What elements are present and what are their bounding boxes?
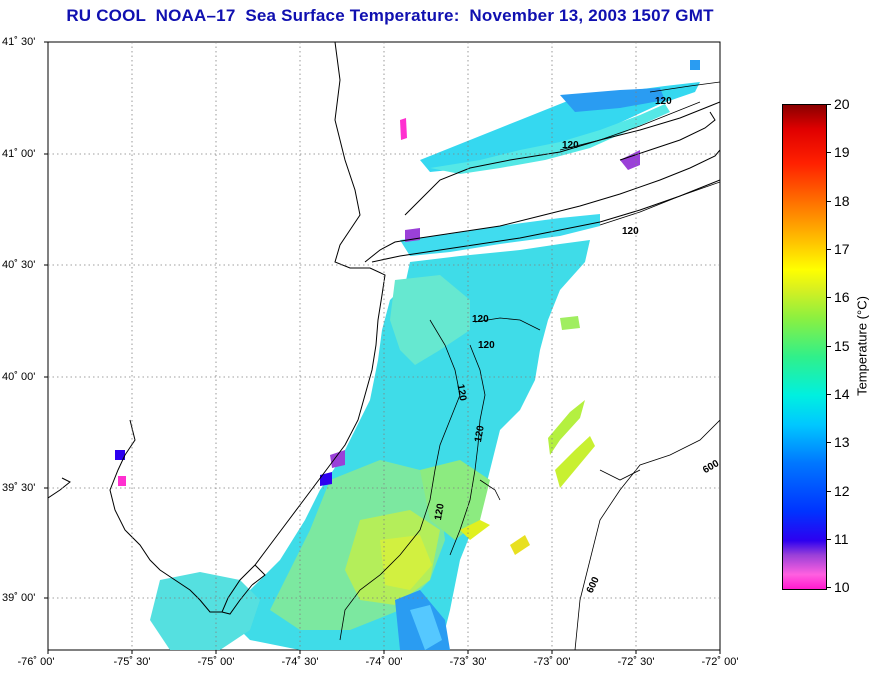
colorbar-tickmark bbox=[826, 394, 831, 395]
lon-label: -72˚ 30' bbox=[617, 656, 655, 668]
lat-label: 39˚ 30' bbox=[2, 482, 36, 494]
colorbar-tickmark bbox=[826, 442, 831, 443]
contour-label: 120 bbox=[655, 96, 672, 107]
temperature-colorbar bbox=[782, 104, 827, 590]
colorbar-tickmark bbox=[826, 346, 831, 347]
lat-label: 39˚ 00' bbox=[2, 592, 36, 604]
contour-label: 120 bbox=[622, 226, 639, 237]
colorbar-tick: 12 bbox=[834, 483, 850, 499]
lon-label: -75˚ 30' bbox=[113, 656, 151, 668]
map-title: RU COOL NOAA–17 Sea Surface Temperature:… bbox=[66, 6, 714, 25]
contour-label: 120 bbox=[454, 383, 468, 402]
colorbar-tick: 17 bbox=[834, 241, 850, 257]
colorbar-tick: 18 bbox=[834, 193, 850, 209]
lon-label: -76˚ 00' bbox=[17, 656, 55, 668]
contour-label: 120 bbox=[478, 340, 495, 351]
colorbar-tick: 10 bbox=[834, 579, 850, 595]
colorbar-tickmark bbox=[826, 249, 831, 250]
colorbar-tick: 11 bbox=[834, 531, 849, 547]
lon-label: -72˚ 00' bbox=[701, 656, 739, 668]
contour-label: 120 bbox=[433, 502, 447, 521]
isobaths bbox=[339, 81, 720, 650]
coastline bbox=[48, 42, 720, 615]
colorbar-tick: 19 bbox=[834, 144, 850, 160]
colorbar-tickmark bbox=[826, 297, 831, 298]
colorbar-tickmark bbox=[826, 491, 831, 492]
colorbar-tick: 13 bbox=[834, 434, 850, 450]
lat-label: 40˚ 30' bbox=[2, 259, 36, 271]
colorbar-tickmark bbox=[826, 539, 831, 540]
lat-label: 41˚ 30' bbox=[2, 36, 36, 48]
colorbar-tickmark bbox=[826, 587, 831, 588]
contour-label: 120 bbox=[562, 140, 579, 151]
lon-label: -75˚ 00' bbox=[197, 656, 235, 668]
lon-label: -74˚ 00' bbox=[365, 656, 403, 668]
colorbar-tick: 16 bbox=[834, 289, 850, 305]
contour-label: 120 bbox=[473, 424, 487, 443]
colorbar-tickmark bbox=[826, 104, 831, 105]
lat-label: 41˚ 00' bbox=[2, 148, 36, 160]
lon-label: -73˚ 00' bbox=[533, 656, 571, 668]
colorbar-tick: 14 bbox=[834, 386, 850, 402]
colorbar-tickmark bbox=[826, 201, 831, 202]
contour-label: 120 bbox=[472, 314, 489, 325]
colorbar-tick: 20 bbox=[834, 96, 850, 112]
colorbar-label: Temperature (°C) bbox=[854, 296, 870, 396]
lat-label: 40˚ 00' bbox=[2, 371, 36, 383]
lon-label: -74˚ 30' bbox=[281, 656, 319, 668]
colorbar-tick: 15 bbox=[834, 338, 850, 354]
lon-label: -73˚ 30' bbox=[449, 656, 487, 668]
colorbar-tickmark bbox=[826, 152, 831, 153]
